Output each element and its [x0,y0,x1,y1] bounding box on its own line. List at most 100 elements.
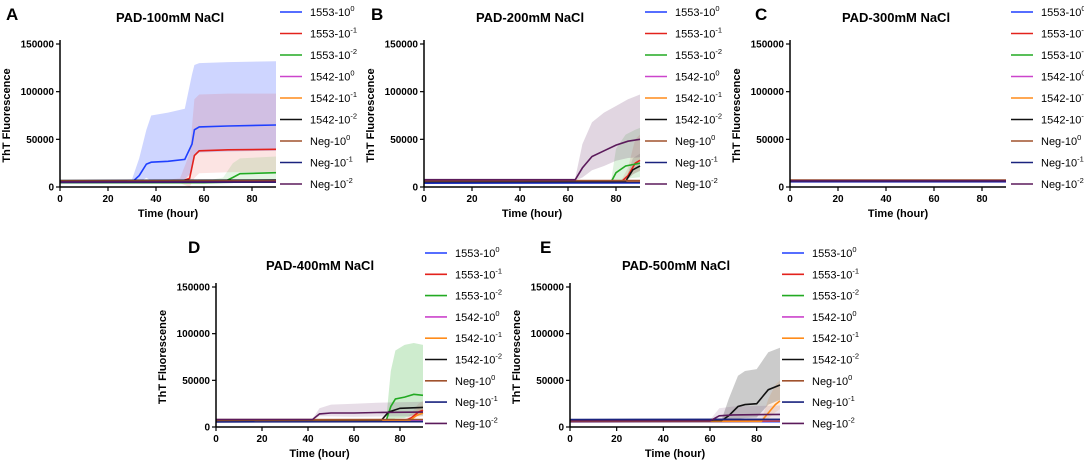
panel-letter: E [540,238,551,257]
legend: 1553-100 1553-10-1 1553-10-2 1542-100 1542-1… [782,245,859,430]
legend-label: 1542-100 [812,309,857,324]
legend-label: 1542-10-1 [1041,90,1084,105]
y-tick-label: 100000 [531,329,565,340]
series-line [570,413,781,422]
series-line [216,411,424,421]
legend-label: 1553-100 [455,245,500,260]
panel-letter: C [755,5,767,24]
x-tick-label: 60 [928,194,940,205]
legend-label: Neg-10-2 [675,176,718,191]
legend-label: 1553-100 [310,4,355,19]
legend-label: 1542-100 [675,69,720,84]
y-axis-label: ThT Fluorescence [1,68,13,162]
x-tick-label: 20 [832,194,844,205]
x-tick-label: 40 [880,194,892,205]
x-tick-label: 20 [611,434,623,445]
chart-panel-a: A PAD-100mM NaCl 0 50000 100000 150000 0 20 40 60… [1,4,357,220]
y-tick-label: 100000 [177,329,211,340]
x-tick-label: 0 [787,194,793,205]
y-tick-label: 50000 [182,376,210,387]
x-tick-label: 80 [610,194,622,205]
legend-label: 1553-10-1 [675,26,722,41]
y-tick-label: 150000 [751,40,785,51]
legend-label: Neg-10-2 [310,176,353,191]
legend-label: 1553-10-2 [310,47,357,62]
y-axis-label: ThT Fluorescence [511,310,523,404]
y-tick-label: 150000 [385,40,419,51]
y-tick-label: 50000 [26,135,54,146]
x-tick-label: 40 [658,434,670,445]
y-tick-label: 50000 [390,135,418,146]
legend-label: 1553-10-2 [1041,47,1084,62]
error-band [570,347,780,423]
legend-label: Neg-10-2 [455,415,498,430]
y-tick-label: 0 [48,183,54,194]
chart-panel-d: D PAD-400mM NaCl 0 50000 100000 150000 0 20 40 60… [157,238,502,460]
legend-label: 1553-10-1 [310,26,357,41]
y-tick-label: 50000 [536,376,564,387]
legend-label: 1542-10-2 [812,352,859,367]
panel-letter: D [188,238,200,257]
y-tick-label: 0 [778,183,784,194]
legend-label: Neg-100 [455,373,495,388]
legend-label: Neg-100 [310,133,350,148]
panel-letter: B [371,5,383,24]
x-tick-label: 60 [704,434,716,445]
legend-label: Neg-100 [1041,133,1081,148]
legend-label: 1542-10-2 [675,112,722,127]
legend-label: 1553-10-2 [675,47,722,62]
x-tick-label: 80 [246,194,258,205]
error-band [60,93,276,187]
error-band [424,94,640,181]
series-line [424,138,641,181]
legend-label: 1553-10-1 [812,266,859,281]
y-tick-label: 150000 [177,283,211,294]
chart-title: PAD-500mM NaCl [622,258,730,273]
legend-label: 1553-100 [1041,4,1084,19]
legend-label: 1542-10-2 [1041,112,1084,127]
y-tick-label: 150000 [21,40,55,51]
x-tick-label: 20 [466,194,478,205]
x-tick-label: 0 [421,194,427,205]
legend-label: 1542-100 [310,69,355,84]
legend-label: Neg-10-1 [675,155,718,170]
error-band [216,401,423,420]
x-axis-label: Time (hour) [645,448,706,460]
legend-label: 1553-10-2 [455,288,502,303]
y-tick-label: 0 [204,423,210,434]
legend: 1553-100 1553-10-1 1553-10-2 1542-100 1542-1… [645,4,722,191]
y-tick-label: 100000 [21,87,55,98]
x-tick-label: 60 [198,194,210,205]
chart-panel-c: C PAD-300mM NaCl 0 50000 100000 150000 0 20 40 60… [731,4,1084,220]
x-tick-label: 20 [256,434,268,445]
y-tick-label: 0 [412,183,418,194]
error-band [60,61,276,184]
legend-label: 1542-10-1 [675,90,722,105]
error-band [424,127,640,183]
chart-title: PAD-300mM NaCl [842,10,950,25]
legend-label: 1553-10-2 [812,288,859,303]
x-tick-label: 0 [57,194,63,205]
x-axis-label: Time (hour) [868,208,929,220]
x-tick-label: 40 [150,194,162,205]
legend-label: 1542-100 [1041,69,1084,84]
chart-title: PAD-100mM NaCl [116,10,224,25]
x-axis-label: Time (hour) [289,448,350,460]
y-tick-label: 50000 [756,135,784,146]
chart-panel-b: B PAD-200mM NaCl 0 50000 100000 150000 0 20 40 60… [365,4,722,220]
y-axis-label: ThT Fluorescence [731,68,743,162]
legend-label: Neg-100 [812,373,852,388]
chart-title: PAD-200mM NaCl [476,10,584,25]
legend-label: 1553-100 [675,4,720,19]
legend-label: Neg-10-1 [455,394,498,409]
legend-label: 1542-10-2 [455,352,502,367]
y-tick-label: 0 [558,423,564,434]
x-tick-label: 0 [213,434,219,445]
legend-label: 1542-10-1 [310,90,357,105]
x-tick-label: 60 [348,434,360,445]
legend-label: Neg-100 [675,133,715,148]
y-axis-label: ThT Fluorescence [157,310,169,404]
panel-letter: A [6,5,18,24]
y-axis-label: ThT Fluorescence [365,68,377,162]
